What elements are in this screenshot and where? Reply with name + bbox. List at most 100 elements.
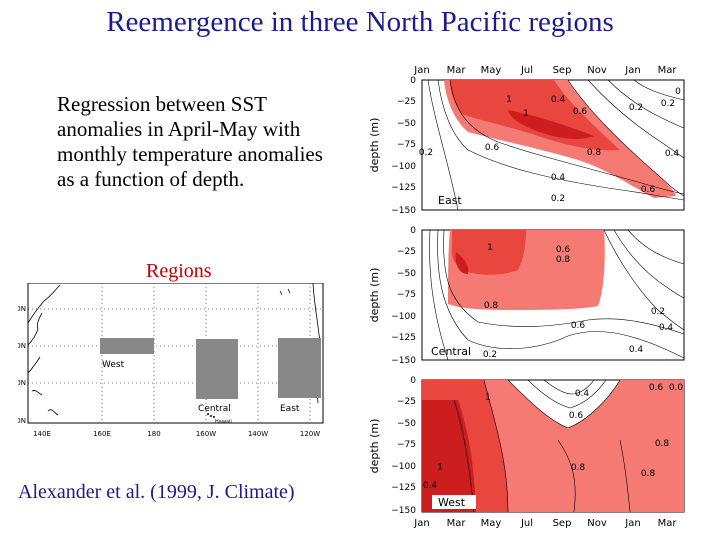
top-month-tick: Mar: [447, 65, 467, 76]
contour-label: 0.6: [569, 411, 584, 421]
contour-label: 0.4: [423, 481, 438, 491]
bottom-month-tick: Jan: [624, 518, 640, 529]
contour-label: 0.8: [587, 148, 602, 158]
top-month-tick: Jul: [520, 65, 533, 76]
depth-tick: 0: [410, 226, 416, 236]
panel-central: 1 0.6 0.8 0.8 0.6 0.2 0.4 0.4 0.2 Centra…: [368, 226, 685, 366]
depth-tick: −150: [391, 206, 416, 216]
west-shade-dark: [422, 400, 476, 512]
contour-label: 0.8: [571, 463, 586, 473]
contour-label: 0.2: [629, 103, 643, 113]
depth-tick: −150: [391, 356, 416, 366]
depth-tick: −25: [397, 247, 416, 257]
contour-label: 0.8: [556, 255, 571, 265]
contour-label: 1: [437, 463, 443, 473]
depth-tick: −50: [397, 419, 416, 429]
panel-west: 1 1 0.4 0.6 0.8 0.8 0.8 0.4 0.6 0.0 West…: [368, 376, 685, 516]
top-month-tick: Sep: [553, 65, 572, 76]
bottom-month-tick: Mar: [658, 518, 678, 529]
panel-region-label: East: [438, 194, 462, 207]
lat-label-20n: 20N: [18, 417, 26, 425]
contour-label: 0.6: [485, 143, 500, 153]
depth-tick: −100: [391, 312, 416, 322]
panel-region-label: West: [438, 496, 466, 509]
depth-tick: −100: [391, 462, 416, 472]
hawaii-islands: [207, 413, 215, 418]
depth-tick: 0: [410, 376, 416, 386]
contour-label: 1: [485, 393, 491, 403]
contour-label: 0.6: [556, 245, 571, 255]
contour-label: 0.4: [551, 95, 566, 105]
depth-tick: −25: [397, 397, 416, 407]
depth-tick: −75: [397, 290, 416, 300]
depth-time-panels: Jan Mar May Jul Sep Nov Jan Mar 1 1 0.4 …: [368, 65, 685, 529]
contour-label: 0.8: [655, 439, 670, 449]
depth-tick: −100: [391, 162, 416, 172]
contour-label: 0.0: [669, 383, 684, 393]
top-month-tick: Jan: [413, 65, 429, 76]
depth-tick: 0: [410, 76, 416, 86]
central-shade-mid: [452, 230, 526, 275]
lon-label-140w: 140W: [248, 430, 268, 438]
depth-tick: −75: [397, 440, 416, 450]
regions-label: Regions: [146, 260, 212, 282]
depth-tick: −50: [397, 119, 416, 129]
bottom-month-tick: Jul: [520, 518, 533, 529]
bottom-month-tick: Nov: [587, 518, 607, 529]
lat-label-30n: 30N: [18, 379, 26, 387]
contour-label: 0.2: [551, 194, 565, 204]
contour-label: 0.6: [649, 383, 664, 393]
contour-label: 0.4: [629, 345, 644, 355]
region-label-east: East: [280, 404, 300, 414]
depth-tick: −125: [391, 333, 416, 343]
contour-label: 0.8: [641, 469, 656, 479]
panel-east: 1 1 0.4 0.6 0.6 0.8 0.4 0.6 0.2 0.2 0.2 …: [368, 76, 685, 216]
contour-label: 0.6: [641, 185, 656, 195]
region-box-west: [100, 338, 154, 354]
citation: Alexander et al. (1999, J. Climate): [18, 481, 295, 503]
description-text: Regression between SST anomalies in Apri…: [57, 92, 323, 191]
top-month-tick: Nov: [587, 65, 607, 76]
contour-label: 0.4: [575, 389, 590, 399]
contour-label: 0: [675, 87, 681, 97]
contour-label: 0.4: [659, 323, 674, 333]
region-map: Hawaii West Central East 50N 40N 30N 20N…: [18, 283, 324, 438]
depth-axis-label: depth (m): [368, 419, 381, 474]
lon-label-160e: 160E: [93, 430, 111, 438]
bottom-month-tick: Sep: [553, 518, 572, 529]
central-shade-dark: [455, 252, 469, 274]
depth-axis-label: depth (m): [368, 268, 381, 323]
lon-label-120w: 120W: [300, 430, 320, 438]
lon-label-160w: 160W: [196, 430, 216, 438]
contour-label: 0.2: [483, 350, 497, 360]
depth-tick: −125: [391, 483, 416, 493]
central-contours: [429, 229, 685, 361]
contour-label: 0.6: [573, 107, 588, 117]
contour-label: 0.8: [484, 301, 499, 311]
region-label-central: Central: [198, 404, 231, 414]
lat-label-50n: 50N: [18, 305, 26, 313]
top-month-tick: May: [481, 65, 502, 76]
region-label-west: West: [102, 360, 125, 370]
west-contours: [453, 379, 631, 513]
panel-region-label: Central: [431, 345, 471, 358]
lon-label-180: 180: [147, 430, 160, 438]
contour-label: 0.2: [661, 99, 675, 109]
contour-label: 0.6: [571, 321, 586, 331]
lon-label-140e: 140E: [33, 430, 51, 438]
depth-tick: −50: [397, 269, 416, 279]
east-contours: [427, 79, 685, 211]
bottom-month-tick: Jan: [413, 518, 429, 529]
contour-label: 0.4: [665, 149, 680, 159]
depth-tick: −150: [391, 506, 416, 516]
contour-label: 1: [487, 243, 493, 253]
east-shade-dark: [508, 110, 594, 139]
west-label-bg: [432, 495, 476, 509]
lat-label-40n: 40N: [18, 342, 26, 350]
depth-tick: −75: [397, 140, 416, 150]
region-box-east: [278, 338, 321, 398]
bottom-month-tick: May: [481, 518, 502, 529]
depth-axis-label: depth (m): [368, 118, 381, 173]
top-month-tick: Jan: [624, 65, 640, 76]
region-box-central: [196, 339, 238, 399]
